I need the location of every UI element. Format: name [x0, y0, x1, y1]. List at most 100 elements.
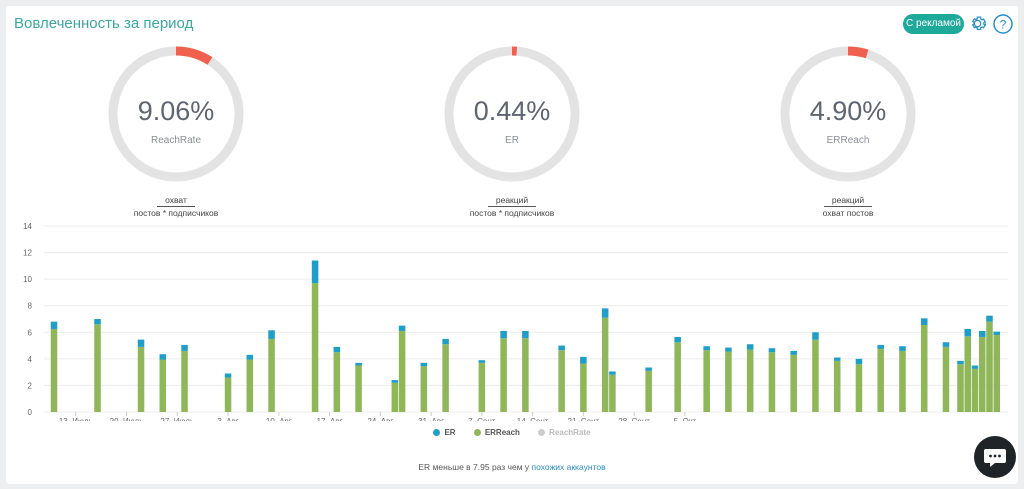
bar-er — [246, 354, 254, 360]
bar-er — [580, 356, 587, 364]
bar-er — [159, 354, 167, 360]
bar-er — [420, 362, 428, 367]
bar-erreach — [224, 377, 232, 412]
bar-erreach — [920, 324, 928, 412]
ads-filter-dropdown[interactable]: С рекламой ▼ — [903, 14, 964, 48]
bar-erreach — [580, 363, 587, 412]
reachrate-gauge: 9.06% ReachRate — [106, 44, 246, 184]
x-tick-label: 24. Авг — [367, 417, 393, 421]
similar-accounts-link[interactable]: похожих аккаунтов — [531, 462, 606, 472]
x-tick-label: 10. Авг — [266, 417, 292, 421]
bar-erreach — [420, 366, 428, 412]
bar-er — [442, 338, 449, 345]
bar-er — [268, 330, 275, 339]
bar-er — [224, 373, 232, 378]
bar-er — [558, 345, 565, 351]
bar-erreach — [50, 328, 58, 412]
bar-erreach — [609, 374, 616, 412]
bar-erreach — [703, 350, 710, 412]
engagement-card: Вовлеченность за период С рекламой ▼ ? 9… — [6, 6, 1018, 484]
bar-er — [790, 350, 797, 355]
bar-erreach — [355, 365, 362, 412]
bar-erreach — [333, 352, 341, 412]
bar-er — [137, 339, 145, 347]
x-tick-label: 27. Июль — [160, 417, 194, 421]
x-tick-label: 31. Авг — [418, 417, 444, 421]
bar-erreach — [833, 360, 841, 412]
bar-erreach — [94, 324, 101, 412]
bar-erreach — [159, 359, 167, 412]
legend-label: ReachRate — [549, 428, 591, 437]
page-title: Вовлеченность за период — [14, 15, 194, 32]
er-gauge: 0.44% ER — [442, 44, 582, 184]
bar-er — [703, 346, 710, 351]
bar-erreach — [957, 364, 964, 412]
formula-denominator: постов * подписчиков — [469, 208, 555, 218]
help-icon[interactable]: ? — [992, 13, 1014, 35]
bar-erreach — [768, 352, 776, 412]
y-tick-label: 4 — [28, 355, 33, 364]
x-tick-label: 28. Сент — [618, 417, 650, 421]
bar-erreach — [746, 349, 754, 412]
er-label: ER — [505, 135, 519, 146]
bar-erreach — [877, 348, 884, 412]
x-tick-label: 3. Авг — [217, 417, 238, 421]
bar-er — [311, 260, 319, 284]
x-tick-label: 17. Авг — [317, 417, 343, 421]
legend-item-erreach[interactable]: ERReach — [473, 428, 520, 437]
y-tick-label: 14 — [23, 222, 32, 231]
comparison-note: ER меньше в 7.95 раз чем у похожих аккау… — [6, 462, 1018, 472]
chart-legend: ER ERReach ReachRate — [6, 428, 1018, 437]
gear-icon[interactable] — [968, 13, 990, 35]
legend-item-reachrate[interactable]: ReachRate — [538, 428, 591, 437]
x-tick-label: 13. Июль — [59, 417, 93, 421]
bar-erreach — [601, 317, 609, 412]
y-tick-label: 6 — [28, 328, 33, 337]
bar-er — [333, 346, 341, 353]
x-tick-label: 7. Сент — [468, 417, 496, 421]
bar-er — [993, 331, 1001, 335]
formula-numerator: охват — [157, 195, 195, 207]
chat-button[interactable] — [974, 436, 1016, 478]
bar-erreach — [812, 339, 819, 412]
erreach-value: 4.90% — [809, 96, 887, 126]
bar-erreach — [500, 338, 507, 412]
bar-er — [391, 380, 399, 383]
engagement-bar-chart: 0 2 4 6 8 10 12 14 13. Июль 20. Июль 27. Июль 3. Ав… — [23, 222, 1008, 421]
bar-erreach — [391, 382, 399, 412]
y-tick-label: 2 — [28, 381, 33, 390]
legend-dot — [538, 429, 546, 436]
legend-label: ERReach — [484, 428, 520, 437]
bar-er — [971, 365, 979, 369]
bar-erreach — [978, 336, 986, 412]
ads-filter-label: С рекламой — [905, 18, 962, 29]
bar-erreach — [311, 283, 319, 412]
legend-item-er[interactable]: ER — [433, 428, 456, 437]
x-tick-label: 14. Сент — [517, 417, 549, 421]
bar-er — [645, 367, 652, 371]
bar-erreach — [181, 350, 188, 412]
bar-er — [609, 371, 616, 375]
bar-erreach — [942, 346, 950, 412]
bar-erreach — [398, 330, 406, 412]
bar-erreach — [674, 342, 681, 412]
erreach-gauge-arc — [847, 46, 869, 59]
formula-numerator: реакций — [487, 195, 537, 207]
chat-icon — [984, 449, 1006, 467]
bar-erreach — [442, 344, 449, 412]
er-value: 0.44% — [473, 96, 551, 126]
bar-er — [899, 346, 906, 351]
bar-er — [978, 330, 986, 337]
bar-er — [855, 358, 863, 365]
bar-er — [522, 330, 529, 339]
reachrate-label: ReachRate — [150, 135, 202, 146]
bar-erreach — [790, 354, 797, 412]
bar-erreach — [645, 370, 652, 412]
er-formula: реакций постов * подписчиков — [432, 195, 592, 218]
formula-denominator: охват постов — [822, 208, 874, 218]
bar-er — [942, 342, 950, 347]
bar-erreach — [725, 351, 732, 412]
bar-er — [964, 328, 972, 337]
bar-erreach — [268, 338, 275, 412]
chevron-down-icon: ▼ — [930, 41, 937, 48]
